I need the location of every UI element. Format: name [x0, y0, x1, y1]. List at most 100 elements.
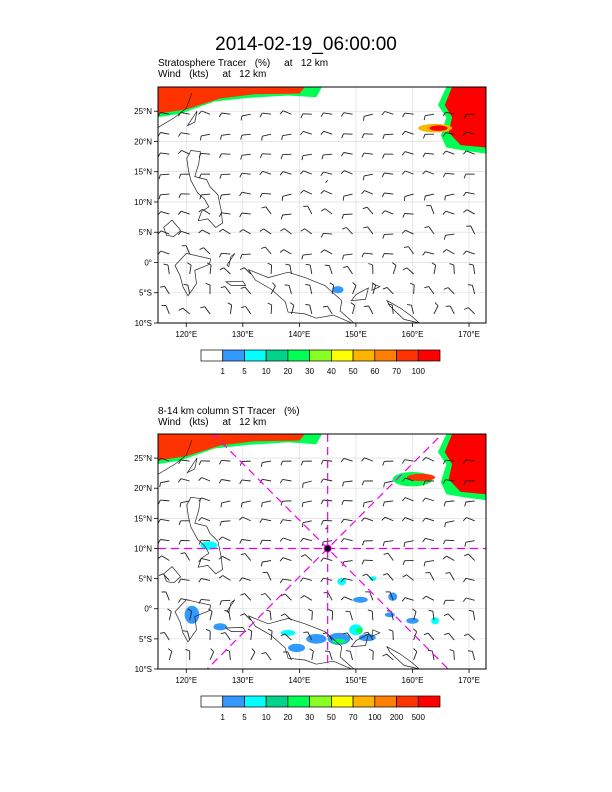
colorbar-label: 100 — [412, 367, 426, 376]
wind-barb-flag — [218, 460, 222, 465]
wind-barb — [302, 537, 312, 542]
colorbar-label: 200 — [390, 713, 404, 722]
wind-barb — [404, 130, 414, 135]
wind-barb — [282, 557, 292, 561]
wind-barb-flag — [199, 135, 202, 141]
wind-barb — [445, 539, 455, 542]
wind-barb-flag — [340, 596, 345, 601]
wind-barb — [221, 193, 231, 196]
wind-barb — [187, 631, 191, 641]
wind-barb-flag — [462, 597, 467, 602]
wind-barb-flag — [219, 267, 224, 271]
wind-barb-flag — [218, 228, 224, 233]
wind-barb-flag — [442, 555, 447, 560]
colorbar-label: 30 — [305, 713, 314, 722]
wind-barb — [384, 133, 394, 136]
wind-barb-flag — [409, 282, 415, 286]
wind-barb-flag — [219, 600, 222, 606]
wind-barb — [428, 286, 435, 295]
wind-barb-flag — [187, 608, 192, 612]
wind-barb — [323, 112, 333, 115]
wind-barb-flag — [300, 595, 305, 599]
wind-barb-flag — [239, 479, 243, 485]
wind-barb — [201, 578, 211, 581]
wind-barb — [243, 267, 252, 275]
wind-barb — [323, 171, 333, 175]
tracer-patch — [353, 596, 368, 603]
wind-barb-flag — [267, 302, 272, 306]
wind-barb-flag — [261, 502, 263, 508]
coastline — [224, 280, 247, 286]
wind-barb-flag — [323, 305, 328, 308]
wind-barb-flag — [423, 632, 429, 636]
wind-barb — [453, 264, 455, 275]
wind-barb — [180, 132, 190, 135]
coastline — [226, 253, 236, 268]
wind-barb — [404, 477, 414, 482]
wind-barb — [384, 500, 394, 503]
wind-barb — [229, 304, 233, 314]
wind-barb — [303, 595, 313, 601]
y-tick-label: 10°N — [134, 544, 152, 553]
wind-barb — [270, 285, 276, 295]
wind-barb — [221, 112, 231, 115]
wind-barb-flag — [218, 555, 223, 560]
y-tick-label: 25°N — [134, 454, 152, 463]
wind-barb — [221, 520, 231, 522]
colorbar-box — [200, 695, 224, 708]
wind-barb-flag — [280, 593, 286, 597]
wind-barb-flag — [300, 131, 304, 136]
wind-barb-flag — [240, 593, 245, 596]
wind-barb-flag — [422, 497, 426, 502]
wind-barb — [352, 305, 356, 315]
wind-barb-flag — [382, 461, 385, 466]
wind-barb — [209, 264, 212, 275]
wind-barb — [386, 287, 394, 295]
wind-barb — [270, 304, 273, 314]
wind-barb — [221, 133, 231, 136]
wind-barb — [384, 172, 394, 175]
wind-barb-flag — [218, 479, 222, 484]
wind-barb-flag — [361, 152, 365, 158]
wind-barb-flag — [342, 632, 348, 635]
wind-barb — [221, 479, 231, 482]
wind-barb-flag — [341, 500, 344, 505]
wind-barb-flag — [259, 112, 263, 118]
wind-barb-flag — [247, 628, 253, 632]
wind-barb — [284, 613, 292, 621]
wind-barb-flag — [259, 193, 263, 198]
wind-barb-flag — [361, 559, 365, 565]
wind-barb — [465, 597, 475, 601]
wind-barb — [189, 265, 192, 275]
wind-barb-flag — [219, 153, 222, 159]
wind-barb-flag — [422, 170, 426, 175]
wind-barb — [160, 132, 170, 135]
wind-barb — [465, 500, 475, 503]
wind-barb-flag — [371, 282, 376, 286]
wind-barb-flag — [442, 132, 446, 137]
wind-barb-flag — [259, 228, 264, 232]
wind-barb — [223, 267, 231, 275]
wind-barb-flag — [382, 234, 385, 239]
wind-barb — [364, 457, 374, 462]
coastline — [226, 599, 236, 614]
wind-barb-flag — [340, 112, 345, 117]
coastline — [163, 566, 182, 584]
wind-barb-flag — [382, 501, 385, 507]
wind-barb — [386, 653, 394, 661]
wind-barb — [262, 518, 272, 522]
tracer-nw-core — [158, 87, 306, 114]
wind-barb-flag — [464, 553, 469, 557]
wind-barb-flag — [462, 131, 467, 136]
wind-barb-flag — [210, 648, 215, 653]
wind-barb — [413, 651, 418, 661]
wind-barb-flag — [320, 249, 325, 253]
wind-barb-flag — [251, 648, 256, 653]
wind-barb — [404, 597, 414, 601]
wind-barb-flag — [431, 262, 436, 266]
wind-barb — [241, 253, 251, 256]
wind-barb — [410, 305, 415, 315]
wind-barb — [343, 152, 353, 155]
wind-barb — [228, 611, 231, 621]
wind-barb — [263, 228, 272, 235]
